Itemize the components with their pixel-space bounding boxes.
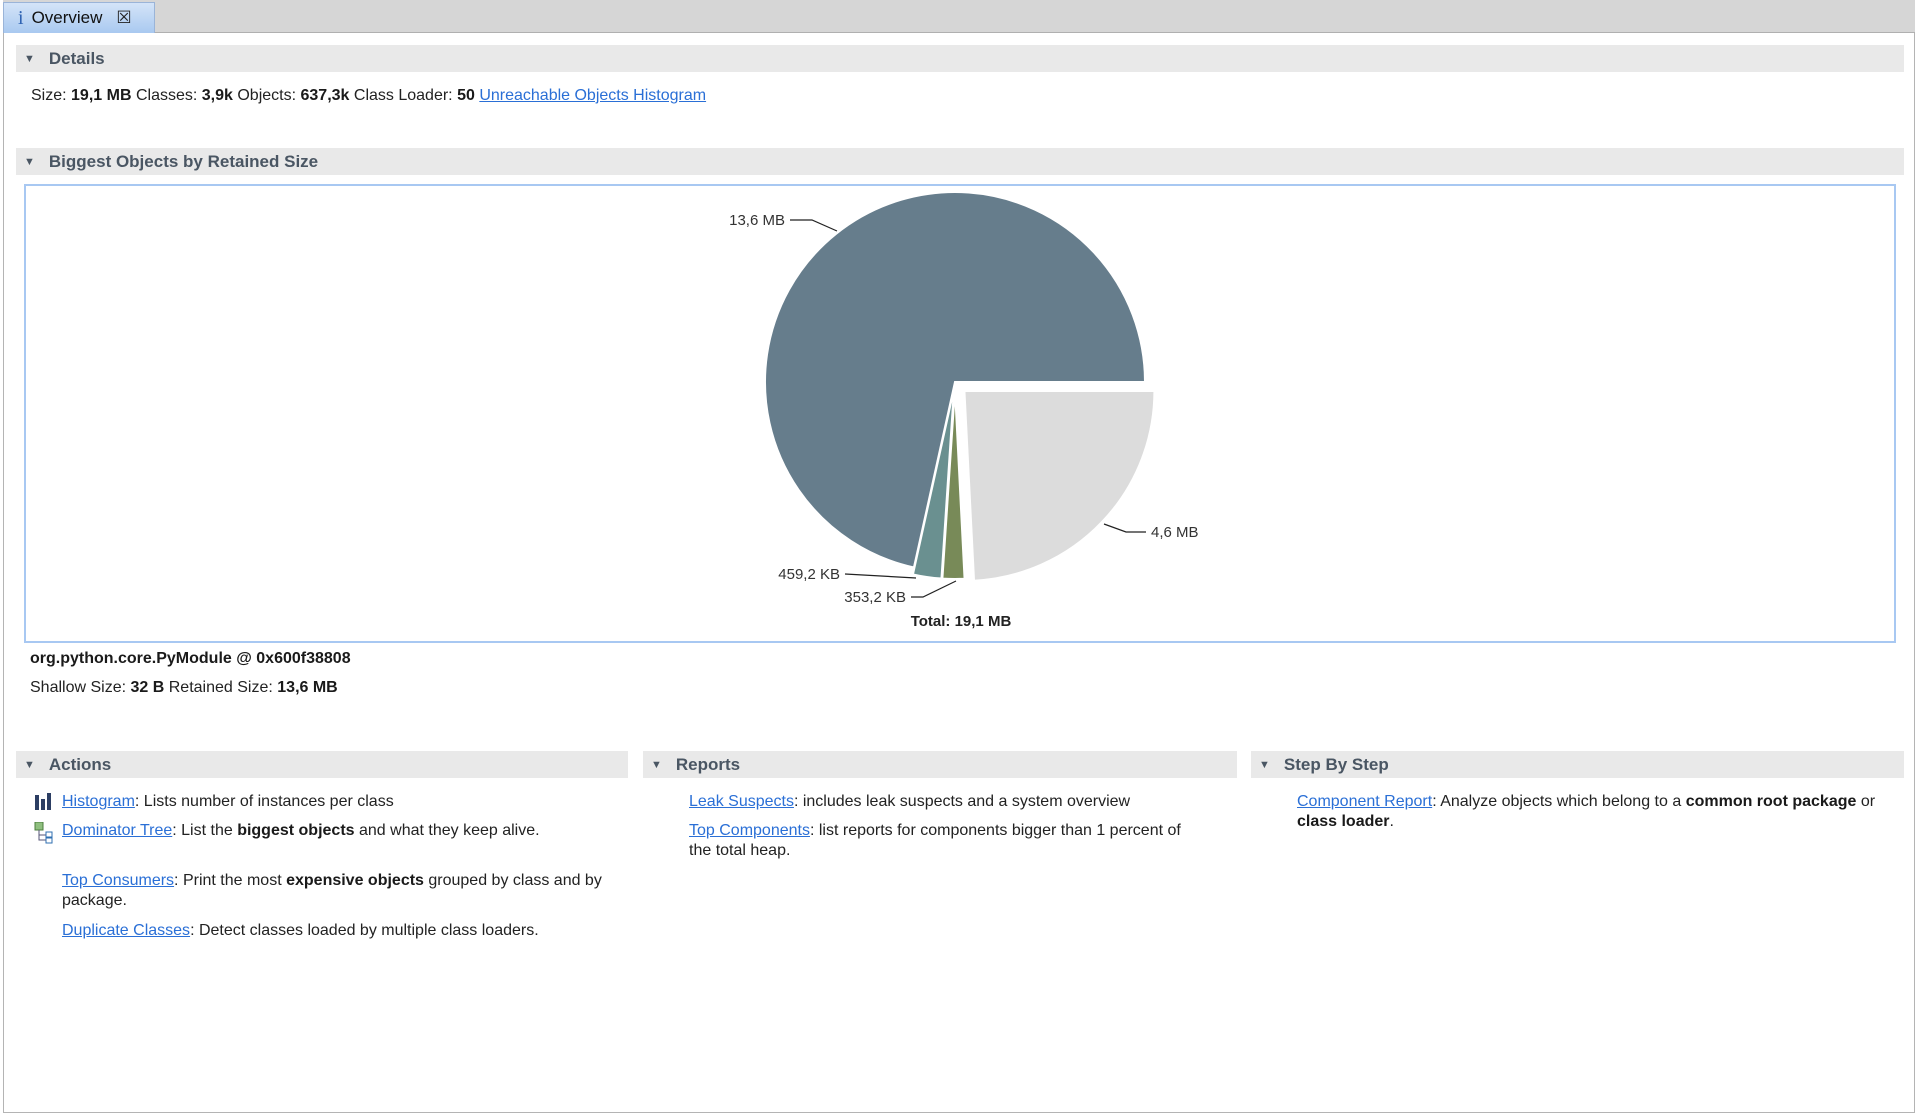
report-top-components: Top Components: list reports for compone… xyxy=(689,822,1181,859)
slice-label: 13,6 MB xyxy=(729,212,785,229)
selected-object-name: org.python.core.PyModule @ 0x600f38808 xyxy=(30,650,351,667)
pie-chart-panel[interactable]: 13,6 MB 4,6 MB 459,2 KB 353,2 KB Total: 19,1… xyxy=(24,184,1896,643)
leader-line xyxy=(911,580,957,598)
step-by-step-section-header[interactable]: ▼ Step By Step xyxy=(1251,751,1904,778)
top-consumers-link[interactable]: Top Consumers xyxy=(62,872,175,889)
collapse-triangle-icon: ▼ xyxy=(651,758,662,771)
action-dominator-tree: Dominator Tree: List the biggest objects… xyxy=(34,821,622,844)
unreachable-objects-histogram-link[interactable]: Unreachable Objects Histogram xyxy=(479,87,707,104)
close-icon[interactable]: ☒ xyxy=(116,8,132,27)
leak-suspects-link[interactable]: Leak Suspects xyxy=(689,793,794,810)
component-report-link[interactable]: Component Report xyxy=(1297,793,1433,810)
histogram-icon xyxy=(34,793,52,817)
selected-object-sizes: Shallow Size: 32 B Retained Size: 13,6 M… xyxy=(30,679,338,696)
duplicate-classes-link[interactable]: Duplicate Classes xyxy=(62,922,191,939)
details-summary: Size: 19,1 MB Classes: 3,9k Objects: 637… xyxy=(31,87,707,104)
pie-slice[interactable] xyxy=(963,389,1156,582)
report-leak-suspects: Leak Suspects: includes leak suspects an… xyxy=(689,793,1131,810)
total-label: Total: 19,1 MB xyxy=(911,613,1012,630)
details-section-header[interactable]: ▼ Details xyxy=(16,45,1904,72)
action-histogram: Histogram: Lists number of instances per… xyxy=(35,792,622,812)
step-component-report: Component Report: Analyze objects which … xyxy=(1297,793,1876,830)
section-title: Details xyxy=(48,48,105,68)
tab-overview[interactable]: i Overview ☒ xyxy=(3,2,155,33)
dominator-tree-link[interactable]: Dominator Tree xyxy=(62,822,173,839)
pie-slice[interactable] xyxy=(764,191,1147,569)
section-title: Biggest Objects by Retained Size xyxy=(48,151,319,171)
biggest-objects-section-header[interactable]: ▼ Biggest Objects by Retained Size xyxy=(16,148,1904,175)
leader-line xyxy=(1103,523,1146,533)
dominator-tree-icon xyxy=(34,821,56,850)
collapse-triangle-icon: ▼ xyxy=(24,155,35,168)
action-duplicate-classes: Duplicate Classes: Detect classes loaded… xyxy=(62,922,539,939)
collapse-triangle-icon: ▼ xyxy=(24,52,35,65)
collapse-triangle-icon: ▼ xyxy=(24,758,35,771)
tab-label: Overview xyxy=(31,8,103,27)
histogram-link[interactable]: Histogram xyxy=(62,793,135,810)
slice-label: 4,6 MB xyxy=(1151,524,1199,541)
info-icon: i xyxy=(18,6,24,29)
leader-line xyxy=(844,573,917,579)
reports-section-header[interactable]: ▼ Reports xyxy=(643,751,1237,778)
actions-section-header[interactable]: ▼ Actions xyxy=(16,751,628,778)
leader-line xyxy=(790,219,838,232)
top-components-link[interactable]: Top Components xyxy=(689,822,810,839)
collapse-triangle-icon: ▼ xyxy=(1259,758,1270,771)
slice-label: 459,2 KB xyxy=(778,566,840,583)
slice-label: 353,2 KB xyxy=(844,589,906,606)
action-top-consumers: Top Consumers: Print the most expensive … xyxy=(62,872,602,909)
tab-bar: i Overview ☒ xyxy=(3,0,1915,33)
